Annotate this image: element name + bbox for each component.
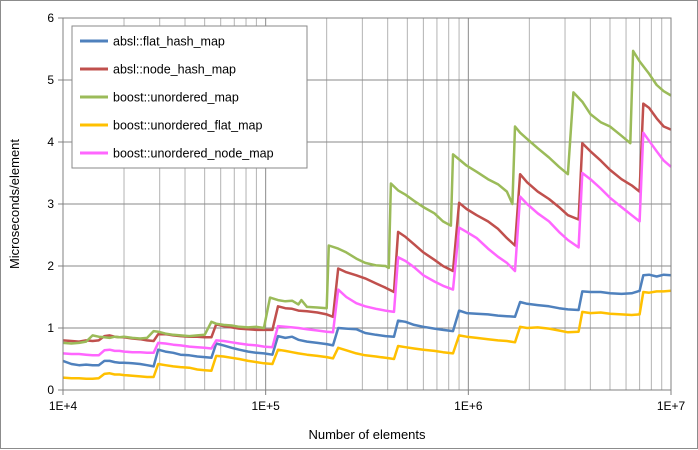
y-tick-label: 2: [47, 259, 54, 273]
x-tick-label: 1E+6: [454, 399, 483, 413]
y-tick-label: 1: [47, 321, 54, 335]
legend-label-2: boost::unordered_map: [113, 91, 239, 105]
legend-label-0: absl::flat_hash_map: [113, 35, 225, 49]
tick-labels: 0 1 2 3 4 5 6 1E+4 1E+5 1E+6 1E+7: [47, 11, 685, 413]
y-tick-label: 3: [47, 197, 54, 211]
legend-label-3: boost::unordered_flat_map: [113, 119, 262, 133]
legend-label-4: boost::unordered_node_map: [113, 147, 274, 161]
x-tick-label: 1E+4: [49, 399, 78, 413]
legend: absl::flat_hash_mapabsl::node_hash_mapbo…: [71, 25, 308, 169]
series-line-3: [62, 289, 672, 381]
y-tick-label: 4: [47, 135, 54, 149]
y-tick-label: 5: [47, 73, 54, 87]
series-line-4: [62, 131, 672, 357]
legend-box: [71, 25, 308, 169]
series-lines: [62, 49, 672, 381]
series-line-2: [62, 49, 672, 345]
y-axis-label: Microseconds/element: [7, 139, 22, 269]
series-line-0: [62, 273, 672, 368]
x-tick-label: 1E+5: [251, 399, 280, 413]
x-tick-label: 1E+7: [657, 399, 686, 413]
y-tick-label: 0: [47, 383, 54, 397]
series-line-1: [62, 102, 672, 343]
legend-label-1: absl::node_hash_map: [113, 63, 236, 77]
y-tick-label: 6: [47, 11, 54, 25]
x-axis-label: Number of elements: [308, 427, 426, 442]
axes: [58, 17, 672, 395]
